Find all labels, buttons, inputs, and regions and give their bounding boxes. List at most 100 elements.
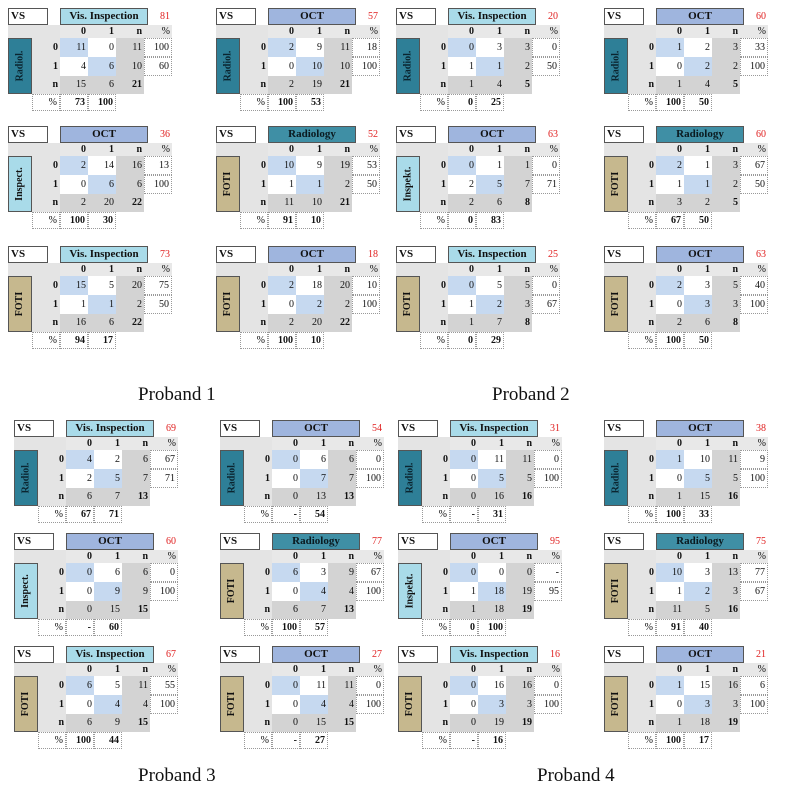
pct-0: 91 [268, 212, 296, 229]
cell-0-0: 6 [66, 676, 94, 695]
agreement-value: 60 [756, 10, 766, 22]
vs-label: VS [8, 8, 48, 25]
row-label-1: 1 [53, 298, 58, 310]
vs-label: VS [220, 533, 260, 550]
cell-1-pct: 60 [144, 57, 172, 76]
pct-1: 50 [684, 212, 712, 229]
col-header-0: 0 [293, 550, 298, 562]
cell-1-0: 1 [450, 582, 478, 601]
cell-1-1: 1 [684, 175, 712, 194]
row-method-header: Inspect. [8, 156, 32, 212]
cell-1-0: 1 [448, 295, 476, 314]
cell-0-1: 5 [88, 276, 116, 295]
pct-row-label: % [628, 732, 656, 749]
col-header-pct: % [373, 437, 382, 449]
col-header-pct: % [161, 263, 170, 275]
col-header-pct: % [757, 437, 766, 449]
vs-label: VS [396, 8, 436, 25]
column-method-header: OCT [656, 246, 744, 263]
pct-row-label: % [240, 94, 268, 111]
row-label-0: 0 [443, 566, 448, 578]
total-n: 21 [116, 76, 144, 94]
total-1: 15 [94, 601, 122, 619]
col-header-n: n [142, 550, 148, 562]
agreement-value: 67 [166, 648, 176, 660]
pct-0: 100 [60, 212, 88, 229]
cell-1-n: 7 [328, 469, 356, 488]
total-1: 2 [684, 194, 712, 212]
row-label-n: n [264, 604, 270, 615]
pct-row-label: % [240, 332, 268, 349]
agreement-value: 73 [160, 248, 170, 260]
proband-4-label: Proband 4 [537, 765, 615, 786]
col-header-n: n [348, 663, 354, 675]
col-header-1: 1 [115, 663, 120, 675]
cell-1-0: 0 [656, 469, 684, 488]
proband-1-label: Proband 1 [138, 384, 216, 405]
top-gray-area [272, 663, 384, 676]
vs-label: VS [14, 420, 54, 437]
total-n: 5 [504, 76, 532, 94]
proband-3-label: Proband 3 [138, 765, 216, 786]
total-0: 11 [268, 194, 296, 212]
col-header-pct: % [373, 550, 382, 562]
col-header-n: n [526, 550, 532, 562]
total-0: 0 [66, 601, 94, 619]
row-label-n: n [648, 604, 654, 615]
pct-1: 31 [478, 506, 506, 523]
contingency-table-p1-2: VS OCT 57 Radiol. 0 1 n% 0 1 n 2 9 11 18 0 10 10 100 2 19 21… [216, 8, 380, 112]
total-n: 22 [116, 194, 144, 212]
total-1: 19 [296, 76, 324, 94]
pct-0: 100 [268, 94, 296, 111]
total-1: 18 [684, 714, 712, 732]
col-header-n: n [732, 663, 738, 675]
cell-1-pct: 71 [532, 175, 560, 194]
pct-0: 100 [66, 732, 94, 749]
top-gray-area [656, 143, 768, 156]
col-header-0: 0 [81, 143, 86, 155]
row-label-1: 1 [441, 60, 446, 72]
contingency-table-p3-5: VS Vis. Inspection 67 FOTI 0 1 n% 0 1 n 6 5 11 55 0 4 4 1… [14, 646, 178, 750]
col-header-0: 0 [471, 663, 476, 675]
col-header-n: n [142, 663, 148, 675]
pct-0: - [450, 506, 478, 523]
total-0: 15 [60, 76, 88, 94]
cell-1-0: 0 [656, 695, 684, 714]
total-0: 2 [448, 194, 476, 212]
cell-1-pct: 100 [740, 695, 768, 714]
row-method-header: Radiol. [396, 38, 420, 94]
row-label-0: 0 [649, 679, 654, 691]
row-label-n: n [52, 79, 58, 90]
col-header-1: 1 [705, 143, 710, 155]
cell-1-1: 4 [300, 582, 328, 601]
agreement-value: 16 [550, 648, 560, 660]
cell-1-pct: 100 [150, 695, 178, 714]
cell-1-1: 18 [478, 582, 506, 601]
row-label-n: n [648, 79, 654, 90]
column-method-header: Vis. Inspection [448, 246, 536, 263]
col-header-pct: % [373, 663, 382, 675]
cell-0-n: 20 [116, 276, 144, 295]
pct-0: - [272, 732, 300, 749]
cell-1-n: 2 [324, 175, 352, 194]
cell-1-1: 2 [296, 295, 324, 314]
row-method-header: Radiol. [604, 450, 628, 506]
cell-0-pct: 0 [532, 38, 560, 57]
pct-0: 100 [272, 619, 300, 636]
cell-0-n: 5 [504, 276, 532, 295]
pct-1: 71 [94, 506, 122, 523]
cell-1-n: 19 [506, 582, 534, 601]
cell-0-pct: 0 [534, 676, 562, 695]
row-label-0: 0 [53, 41, 58, 53]
cell-1-n: 2 [504, 57, 532, 76]
total-0: 2 [60, 194, 88, 212]
contingency-table-p4-1: VS Vis. Inspection 31 Radiol. 0 1 n% 0 1 n 0 11 11 0 0… [398, 420, 562, 524]
col-header-n: n [732, 25, 738, 37]
contingency-table-p1-5: VS Vis. Inspection 73 FOTI 0 1 n% 0 1 n 15 5 20 75 1 1 2… [8, 246, 172, 350]
col-header-1: 1 [497, 25, 502, 37]
col-header-0: 0 [469, 263, 474, 275]
pct-0: 67 [66, 506, 94, 523]
cell-0-1: 5 [94, 676, 122, 695]
cell-1-pct: 67 [532, 295, 560, 314]
col-header-0: 0 [289, 25, 294, 37]
